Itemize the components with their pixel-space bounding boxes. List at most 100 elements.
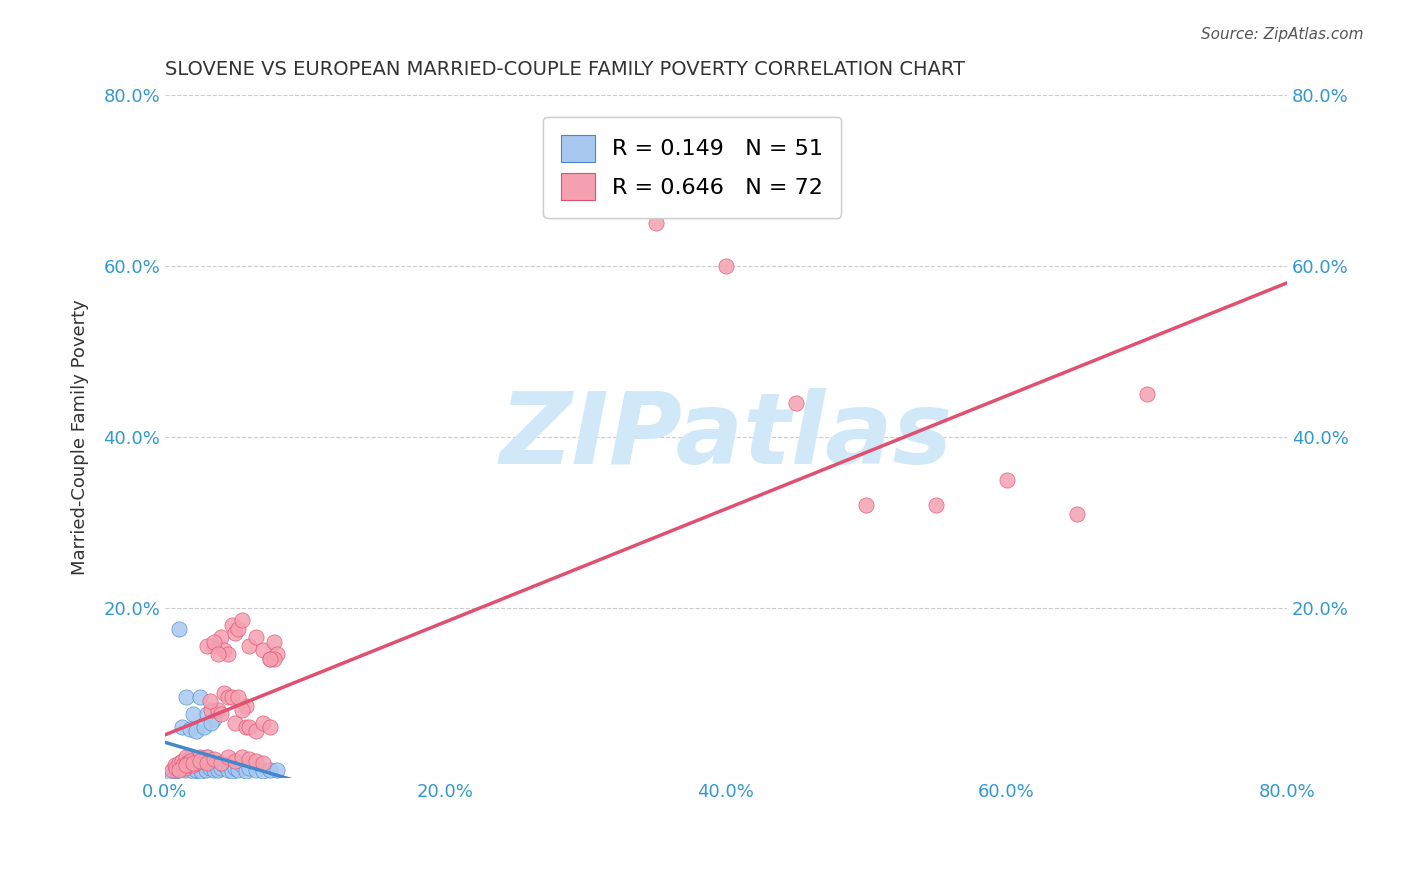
Point xyxy=(186,758,208,772)
Point xyxy=(191,754,214,768)
Point xyxy=(245,631,267,645)
Point xyxy=(221,617,243,632)
Text: Source: ZipAtlas.com: Source: ZipAtlas.com xyxy=(1201,27,1364,42)
Point xyxy=(195,750,218,764)
Point xyxy=(245,763,267,777)
Point xyxy=(217,763,239,777)
Point xyxy=(181,756,204,770)
Point xyxy=(209,631,232,645)
Point xyxy=(172,758,194,772)
Point xyxy=(231,703,253,717)
Point xyxy=(174,756,197,770)
Point xyxy=(198,694,221,708)
Point xyxy=(174,690,197,705)
Point xyxy=(263,634,285,648)
Point xyxy=(855,498,877,512)
Legend: R = 0.149   N = 51, R = 0.646   N = 72: R = 0.149 N = 51, R = 0.646 N = 72 xyxy=(544,117,841,218)
Point xyxy=(212,758,235,772)
Point xyxy=(165,763,187,777)
Point xyxy=(207,648,229,662)
Point xyxy=(184,756,207,770)
Point xyxy=(217,750,239,764)
Point xyxy=(174,758,197,772)
Point xyxy=(224,626,246,640)
Point xyxy=(190,764,212,779)
Point xyxy=(995,473,1018,487)
Point xyxy=(202,639,225,653)
Point xyxy=(209,761,232,775)
Point xyxy=(184,724,207,739)
Point xyxy=(231,613,253,627)
Point xyxy=(179,722,201,736)
Point xyxy=(163,764,186,779)
Point xyxy=(252,764,274,779)
Point xyxy=(235,698,257,713)
Point xyxy=(238,761,260,775)
Point xyxy=(224,754,246,768)
Text: SLOVENE VS EUROPEAN MARRIED-COUPLE FAMILY POVERTY CORRELATION CHART: SLOVENE VS EUROPEAN MARRIED-COUPLE FAMIL… xyxy=(165,60,965,78)
Point xyxy=(188,761,211,775)
Text: ZIPatlas: ZIPatlas xyxy=(499,388,952,485)
Point xyxy=(173,761,195,775)
Point xyxy=(238,639,260,653)
Point xyxy=(194,763,217,777)
Point xyxy=(238,752,260,766)
Point xyxy=(714,259,737,273)
Point xyxy=(217,648,239,662)
Point xyxy=(193,720,215,734)
Point xyxy=(173,763,195,777)
Point xyxy=(207,703,229,717)
Point xyxy=(1066,507,1088,521)
Point xyxy=(167,756,190,770)
Point xyxy=(245,724,267,739)
Point xyxy=(226,763,249,777)
Point xyxy=(200,715,222,730)
Point xyxy=(212,643,235,657)
Point xyxy=(172,760,194,774)
Point xyxy=(224,715,246,730)
Point xyxy=(183,752,205,766)
Point xyxy=(170,720,193,734)
Point xyxy=(160,767,183,781)
Point xyxy=(252,715,274,730)
Point xyxy=(200,703,222,717)
Point xyxy=(160,763,183,777)
Point xyxy=(226,690,249,705)
Point xyxy=(181,764,204,779)
Point xyxy=(184,763,207,777)
Point xyxy=(195,750,218,764)
Point xyxy=(167,763,190,777)
Point xyxy=(174,750,197,764)
Point xyxy=(193,754,215,768)
Point xyxy=(181,758,204,772)
Point xyxy=(259,652,281,666)
Point xyxy=(179,754,201,768)
Point xyxy=(167,622,190,636)
Point xyxy=(231,758,253,772)
Point xyxy=(202,763,225,777)
Point xyxy=(226,622,249,636)
Point xyxy=(179,750,201,764)
Point xyxy=(221,690,243,705)
Point xyxy=(259,652,281,666)
Point xyxy=(263,652,285,666)
Point xyxy=(163,758,186,772)
Point xyxy=(644,217,666,231)
Point xyxy=(221,764,243,779)
Point xyxy=(209,707,232,722)
Point xyxy=(176,754,198,768)
Point xyxy=(202,752,225,766)
Point xyxy=(188,750,211,764)
Point xyxy=(202,712,225,726)
Point xyxy=(785,395,807,409)
Point xyxy=(170,754,193,768)
Point xyxy=(925,498,948,512)
Point xyxy=(170,758,193,772)
Point xyxy=(209,756,232,770)
Point xyxy=(176,756,198,770)
Point xyxy=(259,763,281,777)
Point xyxy=(177,758,200,772)
Point xyxy=(193,758,215,772)
Point xyxy=(195,756,218,770)
Point xyxy=(212,686,235,700)
